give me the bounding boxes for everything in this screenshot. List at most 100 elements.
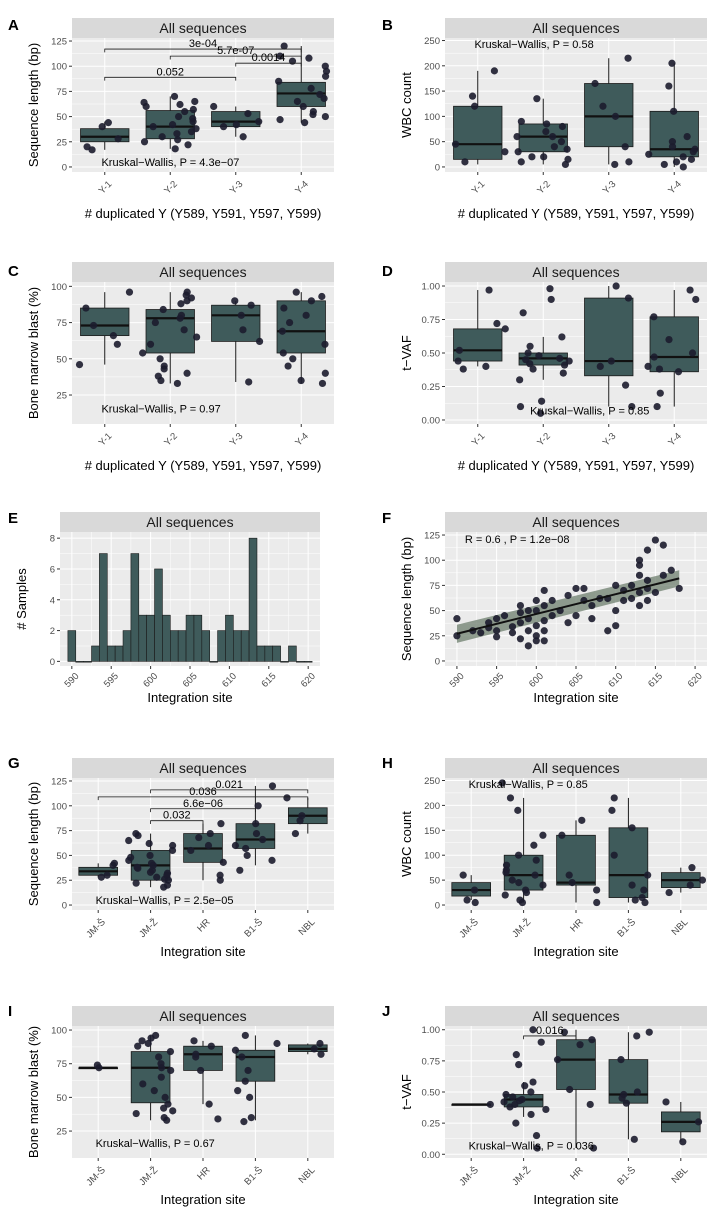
data-point — [310, 1045, 318, 1053]
box-y-3 — [584, 83, 634, 148]
data-point — [621, 143, 629, 151]
data-point — [155, 1053, 163, 1061]
data-point — [191, 97, 199, 106]
data-point — [207, 1042, 215, 1050]
data-point — [610, 851, 618, 859]
data-point — [192, 125, 200, 133]
bracket-pvalue: 0.016 — [536, 1025, 564, 1037]
x-tick-label: B1-Š — [615, 917, 638, 940]
significance-bracket — [104, 48, 302, 53]
facet-title: All sequences — [532, 20, 619, 36]
y-tick-label: 0.25 — [422, 1119, 441, 1130]
data-point — [146, 868, 155, 876]
data-point — [254, 802, 262, 810]
data-point — [151, 318, 159, 327]
data-point — [161, 1093, 169, 1101]
panel-c: C All sequences 25 50 75 100 Bone marrow blast… — [8, 262, 334, 473]
data-point — [238, 1053, 246, 1061]
bar-site-591 — [75, 661, 84, 663]
data-point — [535, 352, 543, 360]
box-hr — [556, 1039, 596, 1090]
data-point — [533, 1144, 541, 1152]
y-axis-label: Sequence length (bp) — [399, 537, 414, 661]
data-point — [166, 1047, 175, 1056]
data-point — [512, 1119, 520, 1127]
data-point — [604, 627, 612, 635]
y-tick-label: 1.00 — [422, 282, 441, 293]
data-point — [524, 627, 532, 635]
x-axis-label: Integration site — [160, 1192, 245, 1207]
x-tick-label: Y-2 — [162, 179, 180, 197]
data-point — [588, 1036, 596, 1044]
data-point — [139, 1080, 147, 1088]
data-point — [125, 288, 134, 296]
stat-annotation: Kruskal−Wallis, P = 4.3e−07 — [101, 157, 239, 169]
x-tick-label: Y-1 — [470, 179, 488, 197]
panel-letter: F — [382, 510, 391, 527]
data-point — [318, 379, 327, 388]
data-point — [588, 615, 596, 623]
data-point — [174, 136, 182, 144]
data-point — [588, 601, 596, 610]
data-point — [624, 54, 632, 62]
data-point — [283, 794, 291, 802]
bar-site-610 — [225, 614, 234, 662]
data-point — [558, 333, 566, 341]
data-point — [527, 1088, 535, 1096]
bar-site-613 — [248, 537, 258, 662]
data-point — [530, 841, 538, 849]
data-point — [307, 84, 315, 92]
x-tick-label: JM-Ž — [510, 1165, 533, 1188]
data-point — [686, 881, 694, 889]
facet-strip — [445, 512, 707, 532]
data-point — [109, 332, 118, 340]
data-point — [255, 118, 263, 126]
data-point — [146, 851, 154, 860]
x-tick-label: JM-Ž — [137, 917, 160, 940]
data-point — [665, 336, 673, 344]
data-point — [132, 879, 140, 887]
data-point — [516, 635, 525, 643]
x-tick-label: Y-3 — [228, 431, 246, 449]
x-axis-label: # duplicated Y (Y589, Y591, Y597, Y599) — [458, 458, 695, 473]
y-tick-label: 125 — [51, 776, 67, 787]
bar-site-618 — [288, 645, 297, 662]
data-point — [513, 133, 521, 141]
data-point — [564, 155, 572, 163]
bar-site-601 — [154, 568, 163, 662]
data-point — [633, 1032, 641, 1040]
data-point — [643, 596, 652, 605]
x-tick-label: Y-3 — [601, 179, 619, 197]
data-point — [279, 349, 287, 357]
regression-line — [456, 577, 680, 635]
data-point — [243, 851, 251, 860]
y-tick-label: 4 — [50, 595, 55, 606]
panel-f: F All sequences 0 25 50 75 100 125 Sequence leng… — [382, 510, 707, 705]
data-point — [252, 820, 260, 828]
data-point — [150, 1087, 158, 1095]
data-point — [321, 72, 330, 80]
data-point — [620, 596, 628, 605]
data-point — [461, 158, 469, 166]
data-point — [659, 541, 667, 549]
bar-site-597 — [122, 630, 132, 662]
y-tick-label: 250 — [424, 776, 440, 787]
y-axis-label: Sequence length (bp) — [26, 43, 41, 167]
data-point — [455, 346, 463, 354]
data-point — [548, 612, 556, 620]
data-point — [645, 150, 653, 158]
y-tick-label: 250 — [424, 36, 440, 47]
data-point — [643, 576, 652, 584]
y-tick-label: 8 — [50, 534, 55, 545]
bracket-pvalue: 0.021 — [215, 779, 243, 791]
data-point — [296, 817, 304, 825]
data-point — [170, 92, 179, 101]
data-point — [692, 295, 700, 304]
data-point — [500, 612, 509, 620]
stat-annotation: Kruskal−Wallis, P = 0.036 — [469, 1140, 594, 1152]
data-point — [493, 627, 501, 635]
facet-title: All sequences — [159, 760, 246, 776]
bar-site-599 — [138, 614, 147, 662]
box-y-1 — [80, 307, 130, 337]
